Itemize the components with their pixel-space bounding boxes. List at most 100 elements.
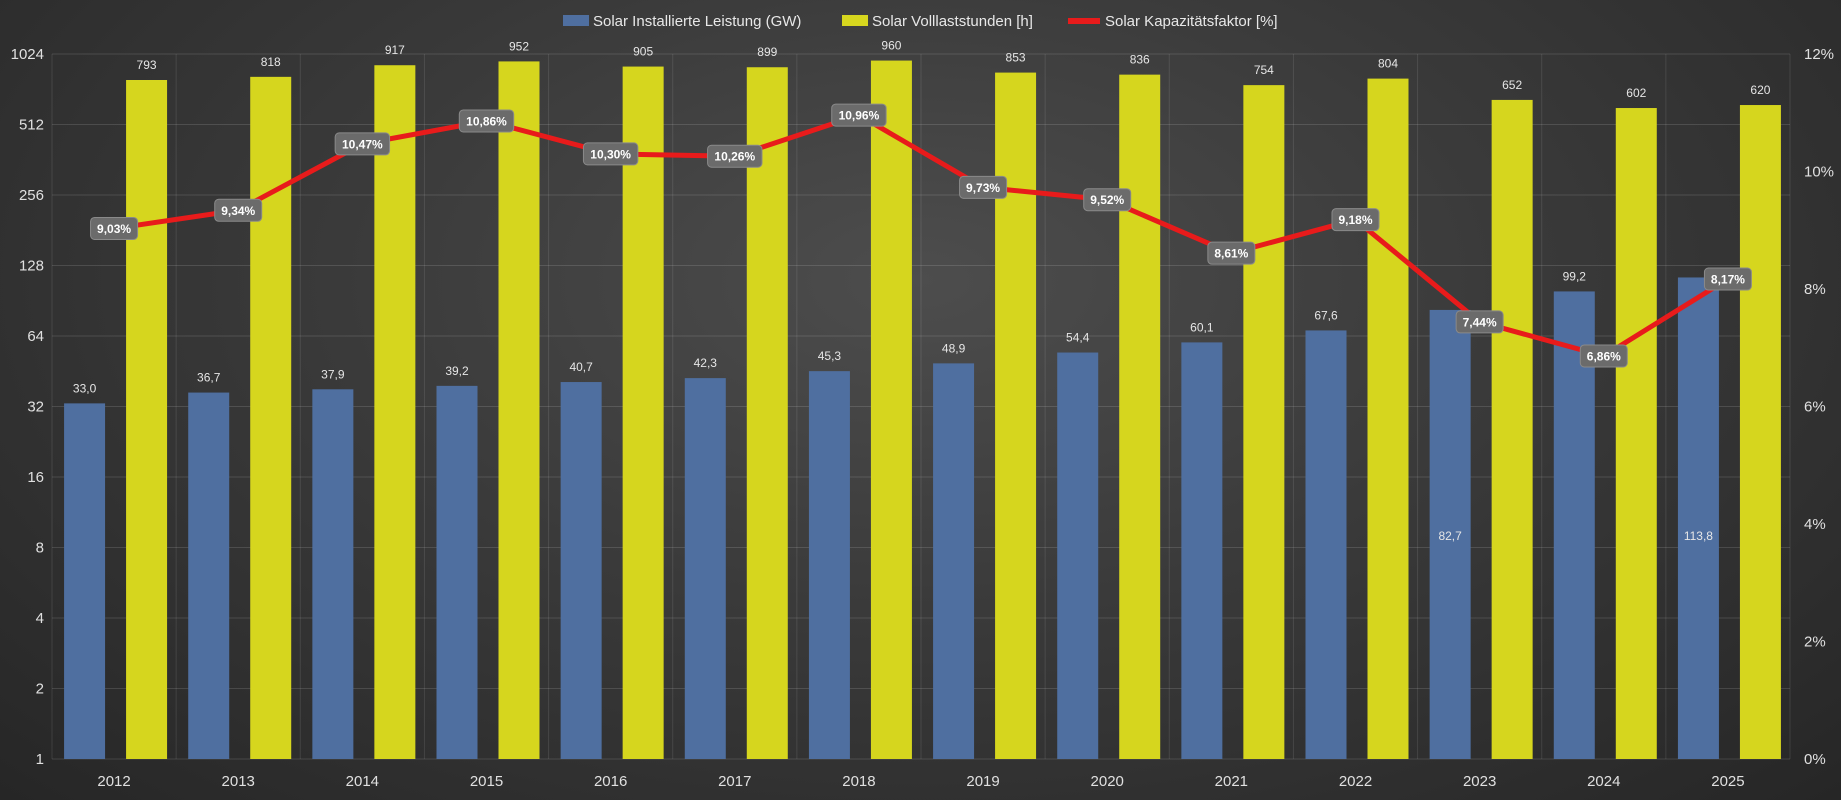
capacity-factor-label: 9,18% bbox=[1338, 213, 1372, 227]
bar-label-full-load-hours: 818 bbox=[261, 55, 281, 69]
capacity-factor-point bbox=[90, 216, 139, 240]
x-tick-label: 2012 bbox=[97, 773, 130, 790]
capacity-factor-point bbox=[214, 198, 263, 222]
capacity-factor-label: 9,03% bbox=[97, 222, 131, 236]
legend-label: Solar Installierte Leistung (GW) bbox=[593, 13, 801, 30]
bar-label-installed-capacity: 42,3 bbox=[694, 356, 718, 370]
capacity-factor-label: 10,26% bbox=[714, 150, 755, 164]
bar-full-load-hours bbox=[1367, 78, 1409, 760]
legend-swatch-capacity-factor bbox=[1068, 18, 1100, 24]
bar-full-load-hours bbox=[498, 61, 540, 760]
bar-label-full-load-hours: 652 bbox=[1502, 78, 1522, 92]
bar-label-full-load-hours: 905 bbox=[633, 45, 653, 59]
capacity-factor-label: 10,86% bbox=[466, 114, 507, 128]
y-left-tick-label: 512 bbox=[19, 117, 44, 134]
capacity-factor-point bbox=[458, 109, 515, 133]
bar-installed-capacity bbox=[684, 378, 726, 759]
x-tick-label: 2018 bbox=[842, 773, 875, 790]
bar-label-installed-capacity: 54,4 bbox=[1066, 331, 1090, 345]
legend-swatch-full-load-hours bbox=[842, 15, 868, 26]
x-tick-label: 2014 bbox=[346, 773, 379, 790]
capacity-factor-label: 10,47% bbox=[342, 137, 383, 151]
bar-full-load-hours bbox=[1739, 105, 1781, 760]
bar-full-load-hours bbox=[1491, 99, 1533, 759]
capacity-factor-label: 8,17% bbox=[1711, 273, 1745, 287]
capacity-factor-point bbox=[1083, 188, 1132, 212]
bar-label-full-load-hours: 602 bbox=[1626, 86, 1646, 100]
capacity-factor-label: 7,44% bbox=[1463, 315, 1497, 329]
y-left-tick-label: 1024 bbox=[11, 46, 44, 63]
bar-label-full-load-hours: 952 bbox=[509, 39, 529, 53]
bar-full-load-hours bbox=[870, 60, 912, 760]
bars: 33,0 793 36,7 818 37,9 917 39,2 952 40,7 905 42,3 8… bbox=[64, 39, 1781, 760]
x-tick-label: 2015 bbox=[470, 773, 503, 790]
capacity-factor-point bbox=[1703, 267, 1752, 291]
bar-installed-capacity bbox=[1305, 330, 1347, 759]
legend-label: Solar Kapazitätsfaktor [%] bbox=[1105, 13, 1278, 30]
y-left-tick-label: 256 bbox=[19, 187, 44, 204]
capacity-factor-line: 9,03% 9,34% 10,47% 10,86% 10,30% 10,26% 10,96%… bbox=[90, 103, 1752, 368]
legend: Solar Installierte Leistung (GW) Solar Vo… bbox=[563, 13, 1278, 30]
capacity-factor-label: 9,73% bbox=[966, 181, 1000, 195]
y-right-tick-label: 6% bbox=[1804, 399, 1826, 416]
x-tick-label: 2013 bbox=[222, 773, 255, 790]
bar-label-installed-capacity: 37,9 bbox=[321, 367, 345, 381]
capacity-factor-label: 8,61% bbox=[1214, 247, 1248, 261]
bar-installed-capacity bbox=[1181, 342, 1223, 759]
bar-label-installed-capacity: 33,0 bbox=[73, 381, 97, 395]
capacity-factor-point bbox=[334, 132, 391, 156]
bar-label-installed-capacity: 60,1 bbox=[1190, 320, 1214, 334]
y-left-tick-label: 16 bbox=[27, 469, 44, 486]
y-right-tick-label: 10% bbox=[1804, 164, 1834, 181]
bar-label-full-load-hours: 804 bbox=[1378, 57, 1398, 71]
bar-label-full-load-hours: 899 bbox=[757, 45, 777, 59]
capacity-factor-label: 6,86% bbox=[1587, 349, 1621, 363]
capacity-factor-label: 9,52% bbox=[1090, 193, 1124, 207]
bar-installed-capacity bbox=[1429, 309, 1471, 759]
x-tick-label: 2022 bbox=[1339, 773, 1372, 790]
capacity-factor-point bbox=[582, 142, 639, 166]
bar-full-load-hours bbox=[126, 80, 168, 759]
bar-label-installed-capacity: 82,7 bbox=[1438, 529, 1462, 543]
y-left-tick-label: 1 bbox=[36, 751, 44, 768]
capacity-factor-point bbox=[707, 144, 763, 168]
bar-full-load-hours bbox=[250, 76, 292, 759]
bar-label-full-load-hours: 853 bbox=[1006, 51, 1026, 65]
bar-label-installed-capacity: 45,3 bbox=[818, 349, 842, 363]
bar-installed-capacity bbox=[560, 382, 602, 759]
capacity-factor-point bbox=[1579, 344, 1628, 368]
capacity-factor-point bbox=[959, 175, 1008, 199]
bar-installed-capacity bbox=[933, 363, 975, 759]
bar-label-full-load-hours: 836 bbox=[1130, 53, 1150, 67]
bar-full-load-hours bbox=[1243, 85, 1285, 759]
bar-installed-capacity bbox=[1057, 352, 1099, 759]
bar-label-installed-capacity: 48,9 bbox=[942, 341, 966, 355]
bar-full-load-hours bbox=[1615, 108, 1657, 760]
y-left-tick-label: 128 bbox=[19, 258, 44, 275]
bar-installed-capacity bbox=[808, 371, 850, 759]
bar-full-load-hours bbox=[995, 72, 1037, 759]
x-tick-label: 2020 bbox=[1091, 773, 1124, 790]
bar-full-load-hours bbox=[1119, 74, 1161, 760]
y-left-tick-label: 4 bbox=[36, 610, 44, 627]
bar-label-installed-capacity: 39,2 bbox=[445, 364, 469, 378]
bar-installed-capacity bbox=[1553, 291, 1595, 759]
legend-swatch-installed-capacity bbox=[563, 15, 589, 26]
y-right-tick-label: 0% bbox=[1804, 751, 1826, 768]
bar-label-full-load-hours: 960 bbox=[881, 39, 901, 53]
y-left-tick-label: 8 bbox=[36, 540, 44, 557]
x-tick-label: 2017 bbox=[718, 773, 751, 790]
bar-installed-capacity bbox=[436, 385, 478, 759]
x-tick-label: 2025 bbox=[1711, 773, 1744, 790]
x-tick-label: 2024 bbox=[1587, 773, 1620, 790]
capacity-factor-label: 10,96% bbox=[839, 109, 880, 123]
bar-full-load-hours bbox=[374, 65, 416, 759]
legend-label: Solar Volllaststunden [h] bbox=[872, 13, 1033, 30]
y-right-tick-label: 8% bbox=[1804, 281, 1826, 298]
bar-full-load-hours bbox=[622, 66, 664, 759]
y-right-tick-label: 12% bbox=[1804, 46, 1834, 63]
bar-installed-capacity bbox=[188, 392, 230, 759]
bar-label-installed-capacity: 99,2 bbox=[1563, 269, 1587, 283]
bar-installed-capacity bbox=[312, 389, 354, 759]
